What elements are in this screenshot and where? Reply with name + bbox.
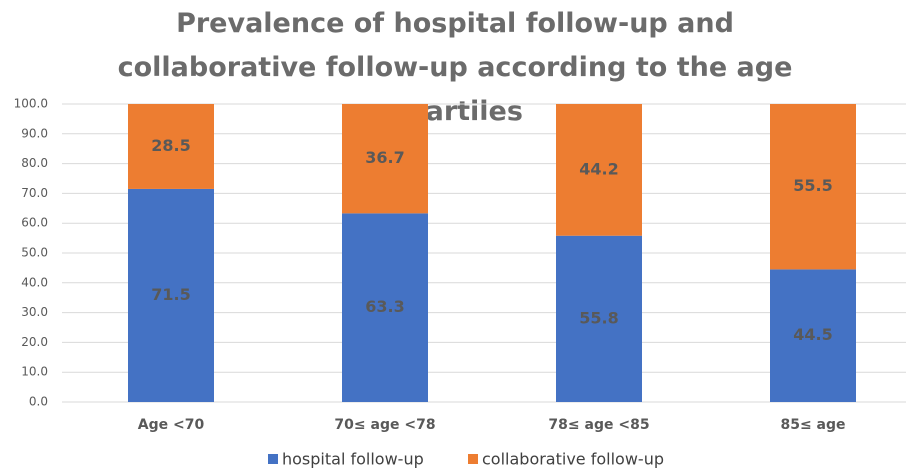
y-tick-label: 0.0 [29,395,48,409]
bar-segment [342,213,428,402]
x-tick-label: 85≤ age [780,417,845,433]
bar-segment [556,104,642,236]
y-tick-label: 80.0 [21,156,48,170]
bar-segment [770,104,856,270]
data-label: 44.5 [793,325,832,344]
y-tick-label: 10.0 [21,365,48,379]
y-tick-label: 90.0 [21,126,48,140]
data-label: 44.2 [579,159,618,178]
legend-swatch [468,454,478,464]
data-label: 36.7 [365,148,404,167]
legend-label: collaborative follow-up [482,450,664,469]
data-label: 55.8 [579,308,618,327]
legend-label: hospital follow-up [282,450,424,469]
bar-segment [556,235,642,402]
data-label: 55.5 [793,176,832,195]
x-tick-label: Age <70 [138,417,205,433]
bar-segment [128,188,214,402]
y-tick-label: 60.0 [21,216,48,230]
bar-segment [770,269,856,402]
y-tick-label: 100.0 [14,97,48,111]
data-label: 71.5 [151,285,190,304]
chart-title: Prevalence of hospital follow-up and col… [117,8,793,127]
y-tick-label: 40.0 [21,275,48,289]
bar-segment [342,104,428,214]
y-tick-label: 70.0 [21,186,48,200]
legend-swatch [268,454,278,464]
x-tick-label: 70≤ age <78 [334,417,435,433]
y-tick-label: 30.0 [21,305,48,319]
bar-segment [128,104,214,189]
y-tick-label: 20.0 [21,335,48,349]
data-label: 63.3 [365,297,404,316]
data-label: 28.5 [151,136,190,155]
y-tick-label: 50.0 [21,246,48,260]
x-tick-label: 78≤ age <85 [548,417,649,433]
